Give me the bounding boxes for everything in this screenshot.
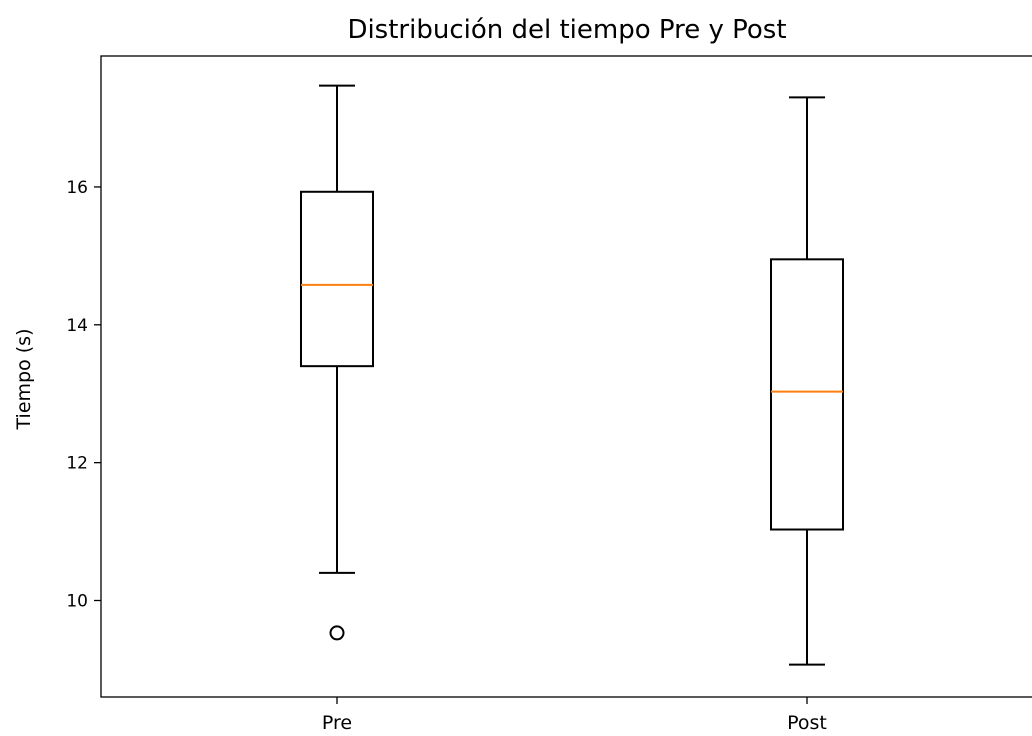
- box-post: [770, 258, 844, 531]
- y-axis-label: Tiempo (s): [13, 329, 35, 431]
- chart-title: Distribución del tiempo Pre y Post: [347, 15, 786, 45]
- y-tick-label: 10: [66, 592, 88, 612]
- outlier-point: [329, 625, 345, 641]
- box-pre: [300, 190, 374, 368]
- y-tick-label: 12: [66, 454, 88, 474]
- x-tick-label: Pre: [322, 712, 352, 734]
- x-tick-label: Post: [787, 712, 827, 734]
- y-tick-label: 16: [66, 178, 88, 198]
- y-tick-label: 14: [66, 316, 88, 336]
- plot-frame: [100, 55, 1032, 698]
- plot-area: 10 12 14 16 Pre Post: [66, 84, 844, 734]
